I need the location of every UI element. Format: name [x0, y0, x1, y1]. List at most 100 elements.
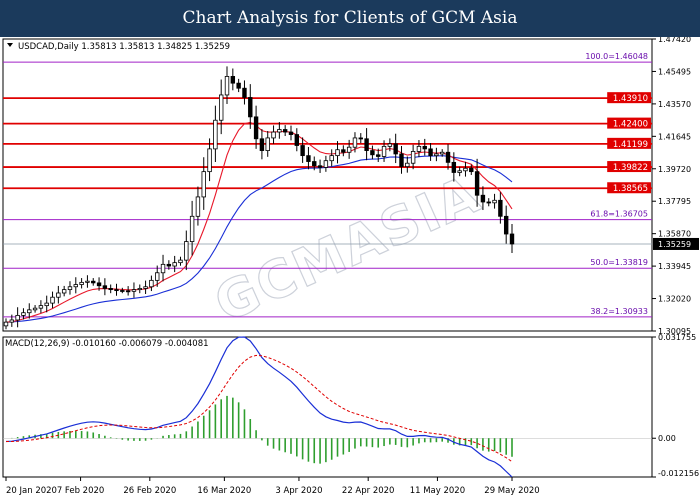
candle-body-20 — [120, 290, 125, 292]
price-panel-frame — [2, 38, 653, 332]
header-bar: Chart Analysis for Clients of GCM Asia — [0, 0, 700, 37]
page-title: Chart Analysis for Clients of GCM Asia — [182, 8, 518, 28]
fib-label-0: 100.0=1.46048 — [585, 52, 648, 61]
candle-body-67 — [393, 143, 398, 155]
candle-body-29 — [172, 262, 177, 267]
candle-body-5 — [32, 307, 38, 311]
x-tick-label-5: 22 Apr 2020 — [342, 486, 395, 496]
candle-body-66 — [387, 143, 393, 147]
fib-label-1: 61.8=1.36705 — [590, 210, 648, 219]
candle-body-54 — [317, 165, 323, 168]
level-lines: 100.0=1.46048 61.8=1.36705 50.0=1.33819 38.… — [3, 52, 652, 318]
candle-body-27 — [160, 263, 166, 274]
candle-body-33 — [195, 196, 201, 217]
candle-body-63 — [370, 150, 375, 156]
candle-body-10 — [61, 289, 67, 294]
candle-body-2 — [15, 315, 20, 321]
ma-blue-line — [5, 155, 513, 323]
macd-panel-frame — [2, 336, 653, 478]
price-tick-label-6: 1.35870 — [658, 230, 691, 239]
candle-body-13 — [79, 281, 84, 285]
price-tick-label-8: 1.32020 — [658, 295, 691, 304]
macd-signal-line — [6, 354, 513, 463]
candle-body-16 — [96, 282, 102, 287]
candle-body-42 — [248, 97, 253, 118]
candle-body-47 — [277, 129, 282, 133]
candle-body-76 — [445, 151, 451, 163]
x-tick-label-7: 29 May 2020 — [484, 486, 539, 496]
x-tick-label-1: 7 Feb 2020 — [57, 486, 105, 496]
macd-tick-label-2: -0.012156 — [658, 469, 699, 478]
candle-body-56 — [329, 155, 334, 162]
x-tick-label-0: 20 Jan 2020 — [6, 486, 57, 496]
axes: 1.47420 1.45495 1.43570 1.41645 1.39720 1.377… — [5, 37, 699, 496]
candle-body-82 — [480, 194, 486, 203]
candle-body-81 — [474, 171, 480, 196]
labels: USDCAD,Daily 1.35813 1.35813 1.34825 1.3… — [5, 42, 230, 349]
resistance-label-1-box — [607, 117, 651, 129]
candle-body-52 — [306, 155, 311, 162]
symbol-triangle — [7, 43, 13, 47]
candle-body-21 — [125, 290, 131, 293]
candle-body-18 — [108, 288, 113, 291]
candle-body-15 — [91, 280, 96, 284]
x-tick-label-2: 26 Feb 2020 — [123, 486, 176, 496]
candle-body-9 — [56, 292, 61, 298]
candle-body-26 — [155, 272, 160, 281]
candle-body-32 — [189, 215, 195, 242]
candle-body-61 — [358, 137, 363, 140]
resistance-label-2-text: 1.41199 — [613, 140, 648, 150]
candle-body-1 — [9, 319, 15, 323]
candle-body-23 — [137, 288, 142, 291]
resistance-label-0-text: 1.43910 — [613, 94, 648, 104]
candle-body-28 — [166, 263, 172, 267]
candle-body-48 — [282, 129, 288, 133]
candle-body-39 — [230, 76, 236, 84]
candle-body-75 — [440, 151, 445, 155]
candle-body-50 — [294, 134, 300, 146]
moving-averages — [5, 121, 513, 323]
macd-panel — [3, 336, 652, 478]
candle-body-6 — [38, 305, 44, 309]
candle-body-69 — [405, 162, 410, 167]
price-tick-label-9: 1.30095 — [658, 327, 691, 336]
candle-body-49 — [288, 131, 294, 135]
candle-body-53 — [312, 161, 317, 167]
candle-body-40 — [236, 82, 241, 89]
candle-body-24 — [143, 286, 148, 289]
candle-body-30 — [178, 259, 183, 264]
candle-body-85 — [498, 199, 503, 217]
candle-body-31 — [184, 241, 189, 261]
macd-label: MACD(12,26,9) -0.010160 -0.006079 -0.004… — [5, 339, 209, 349]
candle-body-72 — [422, 145, 427, 150]
candle-body-7 — [44, 302, 49, 307]
candle-body-46 — [271, 131, 276, 139]
candle-body-79 — [463, 167, 468, 172]
candle-body-65 — [381, 145, 387, 157]
candle-body-84 — [492, 199, 497, 204]
candle-body-59 — [346, 146, 352, 153]
candle-body-60 — [352, 137, 358, 148]
candle-body-80 — [469, 167, 474, 173]
chart-background — [2, 38, 653, 478]
fib-label-3: 38.2=1.30933 — [590, 307, 648, 316]
candle-body-83 — [486, 201, 491, 204]
resistance-label-1-text: 1.42400 — [613, 120, 648, 130]
current-price-label: 1.35259 — [658, 240, 691, 249]
candle-body-68 — [399, 153, 404, 167]
candle-body-0 — [3, 321, 9, 327]
macd-tick-label-1: 0.00 — [658, 434, 676, 443]
candle-body-19 — [114, 289, 119, 292]
resistance-label-3-box — [607, 161, 651, 173]
ma-red-line — [5, 121, 513, 323]
candle-body-4 — [27, 309, 32, 314]
price-tick-label-3: 1.41645 — [658, 132, 691, 141]
candle-body-86 — [503, 215, 509, 235]
price-tick-label-5: 1.37795 — [658, 197, 691, 206]
x-tick-label-3: 16 Mar 2020 — [197, 486, 251, 496]
candle-body-62 — [364, 138, 369, 151]
candle-body-11 — [67, 286, 73, 291]
candle-body-77 — [451, 161, 457, 173]
candle-body-22 — [131, 289, 137, 292]
candle-body-71 — [416, 145, 422, 152]
